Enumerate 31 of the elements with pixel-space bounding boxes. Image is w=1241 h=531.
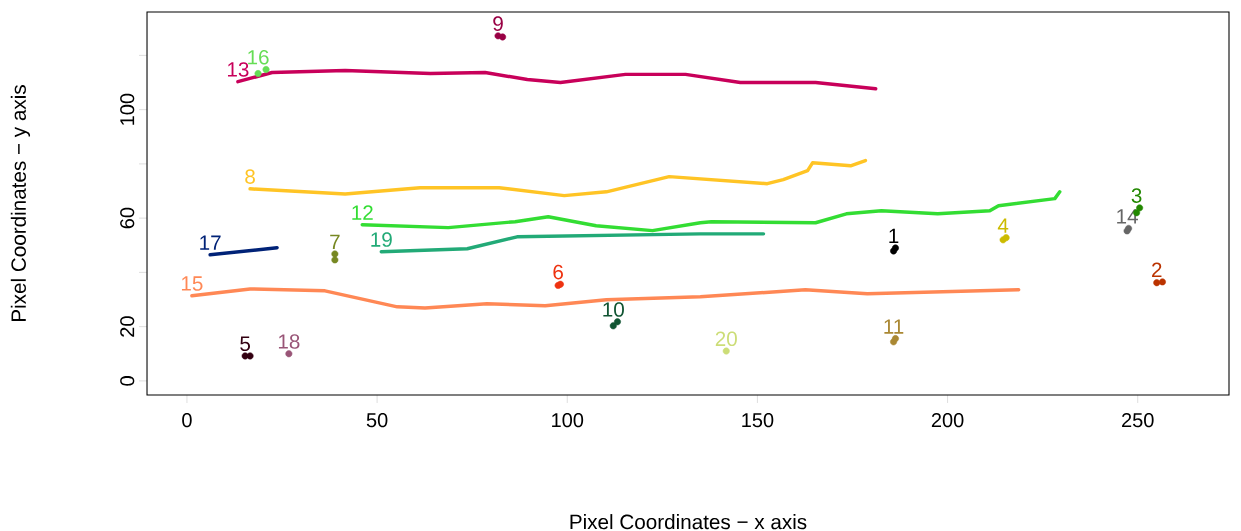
x-tick-label: 100: [552, 413, 584, 428]
y-tick-label: 20: [120, 316, 135, 337]
series-label: 12: [352, 205, 373, 220]
series-label: 20: [715, 331, 737, 347]
series-label: 7: [330, 234, 340, 250]
series-label: 16: [248, 49, 269, 65]
series-label: 10: [603, 302, 624, 317]
x-tick-label: 0: [182, 413, 192, 428]
series-label: 8: [245, 169, 255, 184]
series-label: 6: [553, 264, 563, 280]
y-tick-label: 100: [120, 93, 135, 125]
x-tick-label: 150: [742, 413, 774, 428]
series-label: 19: [371, 232, 392, 247]
y-tick-label: 60: [120, 207, 135, 229]
series-label: 9: [493, 16, 503, 31]
series-label: 18: [278, 334, 300, 349]
x-tick-label: 50: [366, 413, 388, 428]
series-label: 13: [227, 62, 249, 77]
x-tick-label: 250: [1122, 413, 1154, 428]
x-axis-title: Pixel Coordinates − x axis: [570, 514, 807, 530]
series-label: 17: [200, 235, 221, 250]
y-axis-title: Pixel Coordinates − y axis: [10, 85, 31, 321]
series-label: 2: [1152, 262, 1162, 277]
series-label: 5: [240, 336, 251, 351]
series-label: 4: [997, 218, 1009, 233]
series-label: 15: [181, 276, 203, 291]
series-label: 11: [884, 319, 904, 334]
series-label: 3: [1131, 188, 1142, 203]
series-label: 1: [889, 228, 899, 244]
y-tick-label: 0: [120, 376, 135, 386]
x-tick-label: 200: [931, 413, 964, 428]
